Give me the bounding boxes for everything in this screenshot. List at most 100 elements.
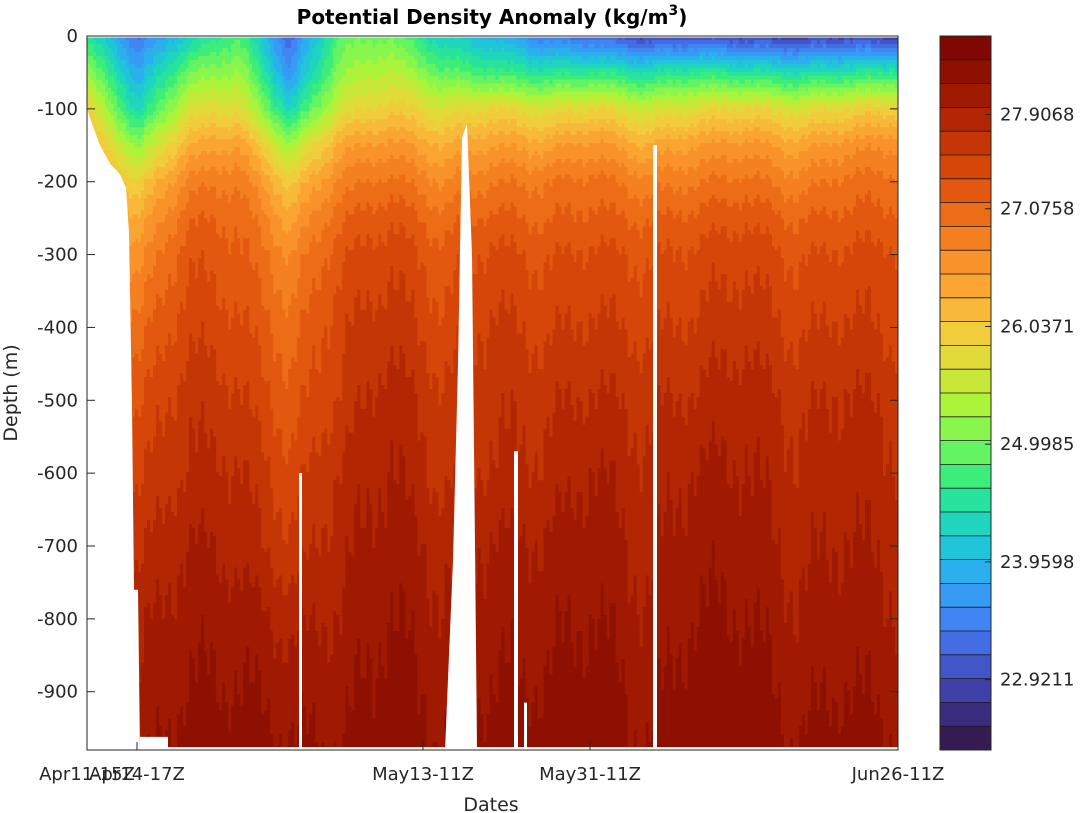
heatmap-cell	[141, 182, 145, 188]
heatmap-cell	[138, 349, 142, 354]
heatmap-cell	[141, 515, 145, 521]
heatmap-cell	[153, 337, 157, 343]
heatmap-cell	[120, 166, 124, 172]
heatmap-cell	[153, 674, 157, 680]
heatmap-cell	[135, 539, 139, 545]
heatmap-cell	[156, 341, 160, 346]
heatmap-cell	[132, 151, 136, 156]
heatmap-cell	[150, 119, 154, 124]
heatmap-cell	[144, 722, 148, 727]
heatmap-cell	[99, 131, 103, 136]
heatmap-cell	[135, 131, 139, 136]
heatmap-cell	[111, 111, 115, 116]
heatmap-cell	[96, 63, 100, 69]
heatmap-cell	[153, 377, 157, 382]
heatmap-cell	[147, 301, 151, 307]
heatmap-cell	[153, 194, 157, 200]
heatmap-cell	[132, 131, 136, 136]
heatmap-cell	[144, 246, 148, 251]
heatmap-cell	[117, 139, 121, 144]
heatmap-cell	[144, 59, 148, 65]
heatmap-cell	[153, 321, 157, 327]
heatmap-cell	[156, 178, 160, 184]
heatmap-cell	[138, 642, 142, 648]
heatmap-cell	[156, 472, 160, 477]
heatmap-cell	[144, 230, 148, 235]
heatmap-cell	[105, 107, 109, 112]
heatmap-cell	[132, 353, 136, 358]
heatmap-cell	[150, 186, 154, 192]
heatmap-cell	[144, 730, 148, 735]
heatmap-cell	[141, 174, 145, 180]
heatmap-cell	[150, 131, 154, 136]
heatmap-cell	[144, 206, 148, 212]
heatmap-cell	[141, 202, 145, 208]
heatmap-cell	[150, 706, 154, 711]
heatmap-cell	[135, 484, 139, 489]
heatmap-cell	[114, 36, 118, 41]
heatmap-cell	[138, 519, 142, 525]
heatmap-cell	[111, 47, 115, 53]
heatmap-cell	[123, 166, 127, 172]
heatmap-cell	[138, 424, 142, 430]
heatmap-cell	[153, 512, 157, 517]
heatmap-cell	[138, 547, 142, 553]
heatmap-cell	[99, 51, 103, 57]
heatmap-cell	[150, 139, 154, 144]
heatmap-cell	[126, 147, 130, 152]
heatmap-cell	[153, 389, 157, 394]
heatmap-cell	[156, 682, 160, 688]
heatmap-cell	[150, 36, 154, 41]
heatmap-cell	[135, 158, 139, 164]
heatmap-cell	[144, 698, 148, 703]
heatmap-cell	[156, 706, 160, 711]
heatmap-cell	[138, 43, 142, 49]
heatmap-cell	[132, 266, 136, 271]
heatmap-cell	[147, 178, 151, 184]
heatmap-cell	[150, 583, 154, 588]
heatmap-cell	[135, 143, 139, 148]
heatmap-cell	[150, 527, 154, 533]
heatmap-cell	[129, 158, 133, 164]
heatmap-cell	[141, 333, 145, 339]
heatmap-cell	[156, 555, 160, 561]
heatmap-cell	[153, 527, 157, 533]
heatmap-cell	[111, 79, 115, 85]
heatmap-cell	[135, 309, 139, 315]
heatmap-cell	[147, 198, 151, 204]
heatmap-cell	[117, 131, 121, 136]
heatmap-cell	[150, 182, 154, 188]
heatmap-cell	[138, 246, 142, 251]
heatmap-cell	[156, 412, 160, 418]
heatmap-cell	[135, 559, 139, 565]
heatmap-cell	[153, 174, 157, 180]
heatmap-cell	[138, 270, 142, 275]
heatmap-cell	[153, 460, 157, 465]
heatmap-cell	[93, 83, 97, 89]
heatmap-cell	[144, 365, 148, 370]
heatmap-cell	[105, 39, 109, 45]
heatmap-cell	[129, 127, 133, 132]
heatmap-cell	[144, 646, 148, 652]
heatmap-cell	[156, 131, 160, 136]
heatmap-cell	[147, 55, 151, 61]
heatmap-cell	[129, 226, 133, 231]
heatmap-cell	[141, 115, 145, 120]
heatmap-cell	[138, 178, 142, 184]
heatmap-cell	[138, 91, 142, 97]
heatmap-cell	[138, 36, 142, 41]
heatmap-cell	[138, 563, 142, 569]
heatmap-cell	[150, 448, 154, 454]
heatmap-cell	[120, 99, 124, 105]
heatmap-cell	[132, 377, 136, 382]
heatmap-cell	[138, 619, 142, 624]
heatmap-cell	[144, 623, 148, 628]
heatmap-cell	[144, 242, 148, 247]
heatmap-cell	[132, 274, 136, 279]
heatmap-cell	[153, 87, 157, 93]
heatmap-cell	[150, 67, 154, 73]
heatmap-cell	[147, 714, 151, 719]
heatmap-cell	[87, 47, 91, 53]
heatmap-cell	[120, 135, 124, 140]
heatmap-cell	[129, 186, 133, 192]
